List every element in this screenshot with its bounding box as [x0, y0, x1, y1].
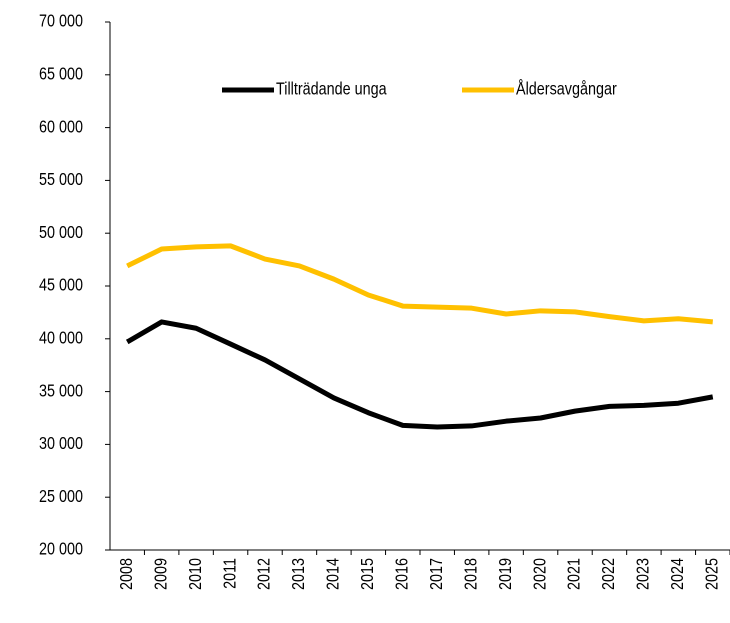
x-tick-label: 2025 — [702, 558, 722, 590]
y-tick-label: 55 000 — [39, 170, 83, 190]
x-tick-label: 2015 — [358, 558, 378, 590]
y-tick-label: 60 000 — [39, 117, 83, 137]
x-tick-label: 2019 — [495, 558, 515, 590]
y-tick-label: 20 000 — [39, 539, 83, 559]
y-tick-label: 70 000 — [39, 11, 83, 31]
x-tick-label: 2012 — [254, 558, 274, 590]
x-tick-label: 2009 — [151, 558, 171, 590]
x-tick-label: 2020 — [530, 558, 550, 590]
x-tick-label: 2023 — [633, 558, 653, 590]
x-tick-label: 2018 — [461, 558, 481, 590]
x-tick-label: 2021 — [564, 558, 584, 590]
y-tick-label: 25 000 — [39, 486, 83, 506]
y-tick-label: 65 000 — [39, 64, 83, 84]
x-tick-label: 2014 — [323, 558, 343, 590]
y-tick-label: 30 000 — [39, 434, 83, 454]
y-tick-label: 40 000 — [39, 328, 83, 348]
x-tick-label: 2010 — [185, 558, 205, 590]
x-tick-label: 2013 — [289, 558, 309, 590]
line-series — [126, 243, 714, 325]
x-tick-label: 2017 — [427, 558, 447, 590]
x-tick-label: 2022 — [599, 558, 619, 590]
y-tick-label: 35 000 — [39, 381, 83, 401]
legend-label: Åldersavgångar — [516, 78, 617, 99]
y-tick-label: 45 000 — [39, 275, 83, 295]
line-series — [125, 319, 714, 430]
y-tick-label: 50 000 — [39, 222, 83, 242]
x-tick-label: 2011 — [220, 558, 240, 589]
x-tick-label: 2008 — [117, 558, 137, 590]
x-tick-label: 2024 — [668, 558, 688, 590]
legend-label: Tillträdande unga — [276, 79, 387, 99]
x-tick-label: 2016 — [392, 558, 412, 590]
